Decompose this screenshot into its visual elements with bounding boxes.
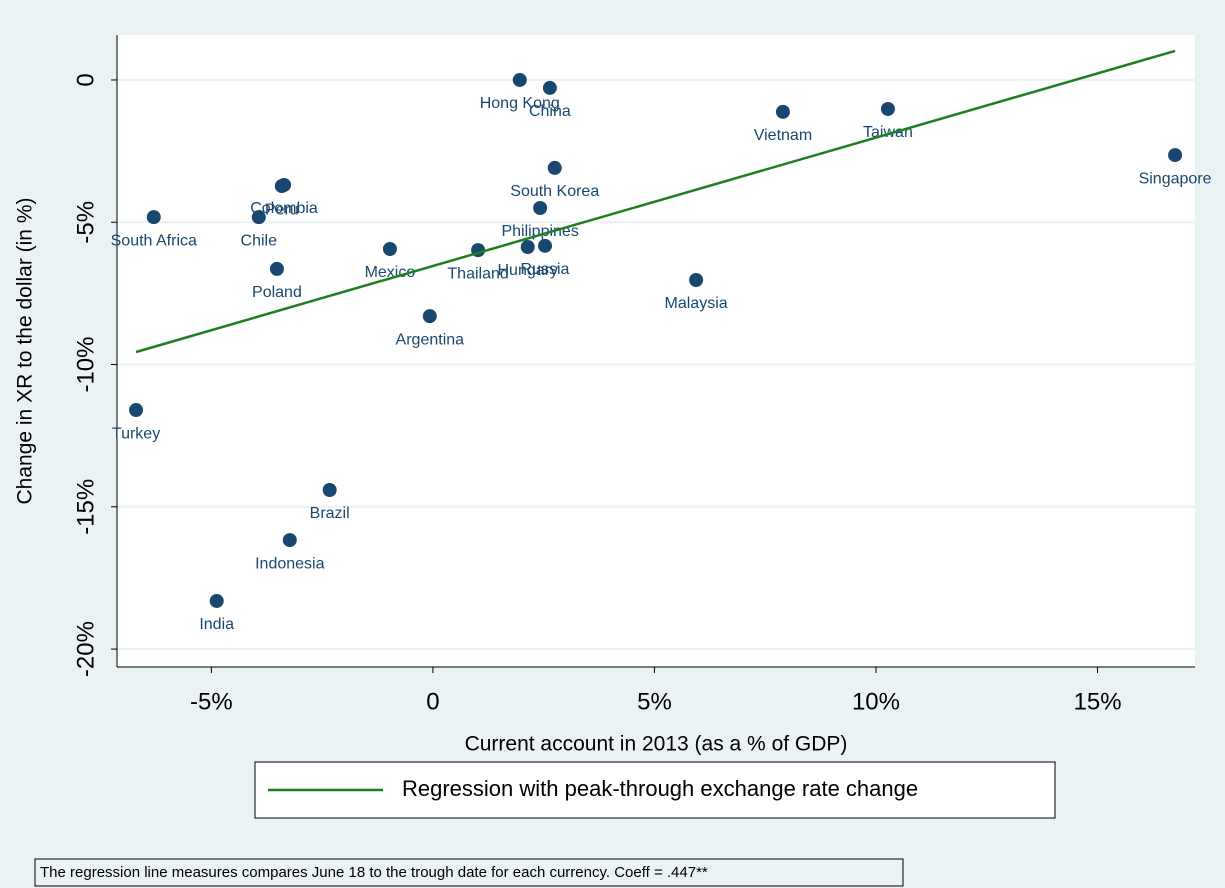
legend [254,761,1056,819]
point-label: China [529,103,571,120]
point-label: Argentina [396,331,465,348]
point [538,238,553,253]
y-tick-label: -5% [72,201,99,244]
point [146,210,161,225]
y-tick-label: -10% [72,337,99,393]
y-axis-label: Change in XR to the dollar (in %) [14,198,37,505]
point-label: Turkey [112,425,160,442]
point [274,179,289,194]
point-label: Russia [521,261,570,278]
point [382,241,397,256]
point [542,80,557,95]
point [547,160,562,175]
point-label: Peru [265,201,299,218]
y-tick-label: 0 [72,73,99,86]
note: The regression line measures compares Ju… [40,864,708,881]
x-tick-label: 15% [1074,688,1122,715]
point-label: India [199,616,234,633]
y-tick-label: -20% [72,621,99,677]
x-tick-label: -5% [190,688,233,715]
regression-line [135,49,1176,354]
point-label: Malaysia [665,295,728,312]
point-label: Thailand [447,265,508,282]
point [322,483,337,498]
point [880,101,895,116]
y-tick-label: -15% [72,479,99,535]
point-label: Poland [252,284,302,301]
point-label: Vietnam [754,127,812,144]
point [1168,148,1183,163]
point-label: South Africa [111,232,197,249]
x-axis-label: Current account in 2013 (as a % of GDP) [465,733,848,756]
point-label: Brazil [310,505,350,522]
point-label: Indonesia [255,555,324,572]
point-label: Colombia [250,200,318,217]
point [520,239,535,254]
point-label: Chile [241,232,278,249]
point-label: Hungary [497,262,557,279]
point [251,210,266,225]
point [533,201,548,216]
point-label: Philippines [501,223,578,240]
point [129,403,144,418]
point-label: Mexico [365,264,416,281]
point [512,72,527,87]
point [269,261,284,276]
point [775,104,790,119]
point-label: Hong Kong [480,95,560,112]
point [422,309,437,324]
point [282,533,297,548]
note-box [34,858,904,887]
legend-label: Regression with peak-through exchange ra… [402,776,918,801]
point [209,593,224,608]
point [689,273,704,288]
x-tick-label: 5% [637,688,672,715]
x-tick-label: 0 [426,688,439,715]
point-label: South Korea [510,183,599,200]
point-label: Singapore [1139,170,1212,187]
x-tick-label: 10% [852,688,900,715]
plot-area [117,35,1195,667]
